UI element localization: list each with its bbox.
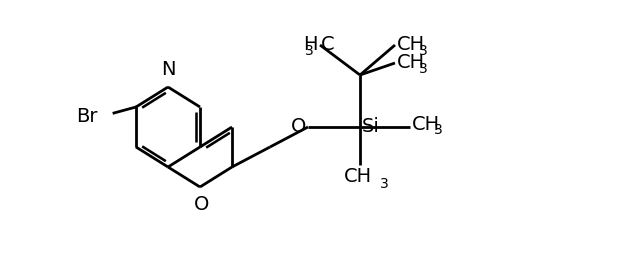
Text: CH: CH: [412, 116, 440, 134]
Text: 3: 3: [419, 62, 428, 76]
Text: CH: CH: [397, 35, 425, 55]
Text: C: C: [321, 35, 335, 55]
Text: O: O: [291, 117, 306, 137]
Text: 3: 3: [380, 177, 388, 191]
Text: 3: 3: [305, 44, 314, 58]
Text: O: O: [195, 195, 210, 214]
Text: N: N: [161, 60, 175, 79]
Text: 3: 3: [419, 44, 428, 58]
Text: Br: Br: [77, 107, 98, 127]
Text: 3: 3: [434, 123, 443, 137]
Text: H: H: [303, 35, 318, 55]
Text: CH: CH: [397, 53, 425, 73]
Text: Si: Si: [362, 117, 380, 137]
Text: CH: CH: [344, 167, 372, 186]
